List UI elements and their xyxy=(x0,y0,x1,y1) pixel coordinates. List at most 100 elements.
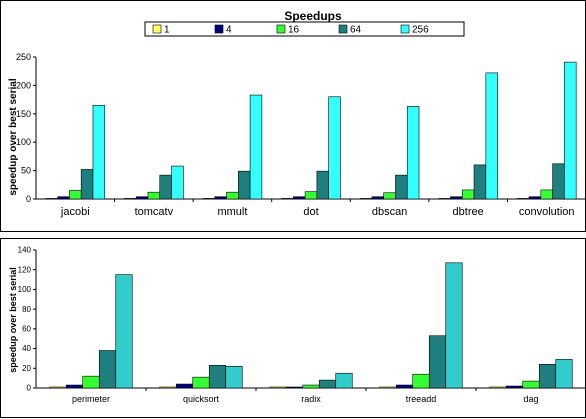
bar xyxy=(318,379,337,389)
category-label: dag xyxy=(523,394,538,404)
legend-swatch xyxy=(338,24,348,34)
bar xyxy=(49,386,67,389)
bar xyxy=(304,191,318,200)
legend-label: 16 xyxy=(288,25,300,36)
bar xyxy=(302,384,320,389)
bar xyxy=(359,198,373,200)
category-label: tomcatv xyxy=(135,206,174,218)
legend-label: 256 xyxy=(412,25,429,36)
y-tick-label: 120 xyxy=(18,265,32,274)
chart-bottom: speedup over best serial 0 20 40 60 80 100 120… xyxy=(0,238,586,418)
bar xyxy=(316,170,329,200)
bar xyxy=(489,386,507,389)
bar xyxy=(57,196,70,200)
bar xyxy=(69,190,82,200)
legend-swatch xyxy=(152,24,162,34)
chart-top: Speedups 1 4 16 64 256 speedup over best ser… xyxy=(0,0,586,232)
chart-top-ylabel: speedup over best serial xyxy=(8,78,19,195)
bar xyxy=(159,386,177,389)
bar xyxy=(395,174,408,200)
bar xyxy=(65,384,84,389)
bar xyxy=(226,191,239,200)
y-tick-label: 0 xyxy=(26,194,31,204)
chart-bottom-frame xyxy=(0,238,586,418)
bar xyxy=(461,189,475,200)
bar xyxy=(171,165,184,200)
bar xyxy=(516,198,530,200)
bar xyxy=(522,380,540,389)
bar xyxy=(92,104,106,200)
bar xyxy=(124,198,137,200)
y-tick-label: 40 xyxy=(22,344,31,353)
category-label: perimeter xyxy=(72,394,110,404)
bar xyxy=(45,198,58,200)
category-label: dbtree xyxy=(453,206,484,218)
y-tick-label: 0 xyxy=(27,384,32,393)
bar xyxy=(383,192,396,200)
y-tick-label: 150 xyxy=(16,109,31,119)
chart-bottom-ylabel: speedup over best serial xyxy=(8,267,18,373)
bar xyxy=(82,375,100,389)
category-label: convolution xyxy=(519,206,575,218)
bar xyxy=(285,386,304,389)
bar xyxy=(159,174,172,200)
bar xyxy=(540,189,553,200)
category-label: radix xyxy=(301,394,321,404)
bar xyxy=(552,163,565,200)
chart-top-plot: 0 50 100 150 200 250 jacobi tomcatv mmult dot dbsc… xyxy=(16,52,586,218)
category-label: quicksort xyxy=(183,394,220,404)
bar xyxy=(115,274,133,389)
bar xyxy=(98,350,117,389)
bar xyxy=(438,198,451,200)
bar xyxy=(328,96,341,200)
legend-frame xyxy=(144,21,465,37)
bar xyxy=(485,72,498,200)
chart-top-legend: 1 4 16 64 256 xyxy=(144,21,465,37)
legend-swatch xyxy=(400,24,410,34)
bar xyxy=(269,386,287,389)
legend-swatch xyxy=(214,24,224,34)
bar xyxy=(473,164,487,200)
bar xyxy=(281,198,294,200)
legend-swatch xyxy=(276,24,286,34)
bar xyxy=(505,385,524,389)
bar xyxy=(445,262,463,389)
bar xyxy=(379,386,397,389)
category-label: treeadd xyxy=(406,394,437,404)
bar xyxy=(135,196,149,200)
chart-top-title: Speedups xyxy=(284,9,342,23)
y-tick-label: 60 xyxy=(22,325,31,334)
legend-label: 4 xyxy=(226,25,232,36)
bar xyxy=(412,373,430,389)
y-tick-label: 100 xyxy=(18,285,32,294)
category-label: jacobi xyxy=(60,206,90,218)
bar xyxy=(371,196,384,200)
y-tick-label: 20 xyxy=(22,364,31,373)
bar xyxy=(335,372,353,389)
chart-bottom-plot: 0 20 40 60 80 100 120 140 perimeter quicksort radi… xyxy=(18,246,586,404)
bar xyxy=(192,376,210,389)
bar xyxy=(293,196,306,200)
legend-label: 1 xyxy=(164,25,170,36)
y-tick-label: 200 xyxy=(16,80,31,90)
bar xyxy=(406,106,420,200)
bar xyxy=(528,196,542,200)
bar xyxy=(214,196,227,200)
bar xyxy=(225,366,243,389)
y-tick-label: 50 xyxy=(21,166,31,176)
bar xyxy=(249,94,263,200)
bar xyxy=(564,61,577,200)
bar xyxy=(175,383,194,389)
category-label: dot xyxy=(303,206,318,218)
bar xyxy=(428,335,447,389)
bar xyxy=(238,170,251,200)
y-tick-label: 140 xyxy=(18,246,32,255)
category-label: mmult xyxy=(217,206,247,218)
bar xyxy=(208,365,227,389)
y-tick-label: 80 xyxy=(22,305,31,314)
bar xyxy=(450,196,463,200)
bar xyxy=(202,198,216,200)
bar xyxy=(80,169,94,200)
y-tick-label: 250 xyxy=(16,52,31,62)
